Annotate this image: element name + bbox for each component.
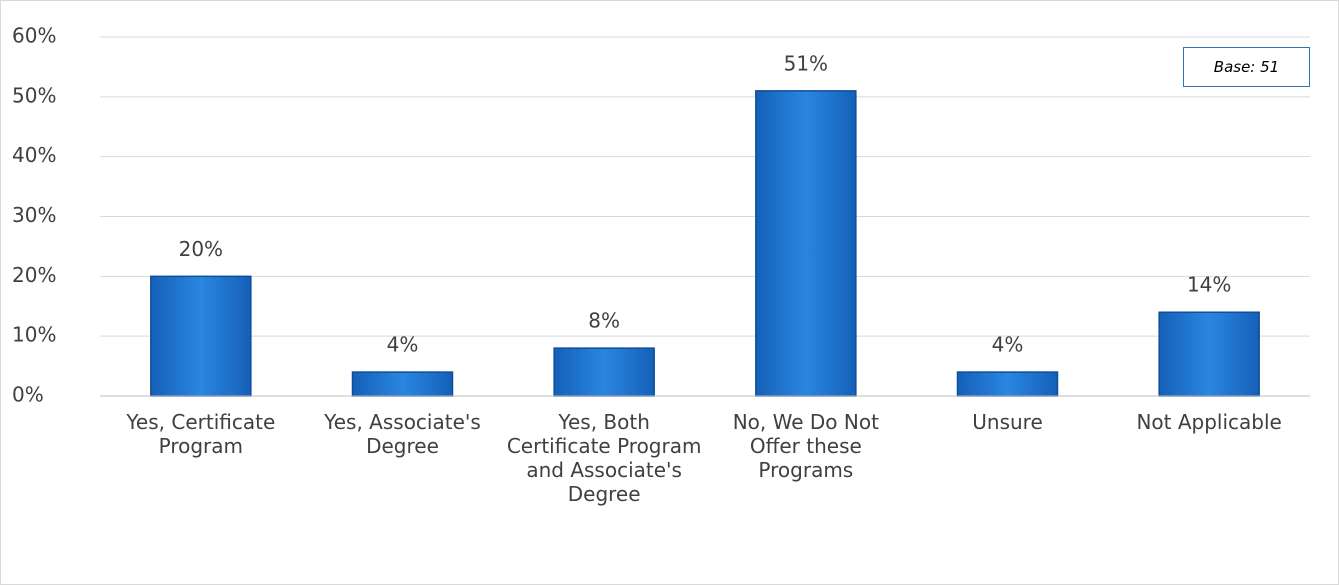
bar [150, 275, 252, 397]
base-annotation: Base: 51 [1183, 47, 1310, 87]
y-tick-label: 0% [12, 383, 44, 407]
x-tick-label: Not Applicable [1136, 410, 1282, 434]
data-label: 20% [179, 237, 223, 261]
x-tick-label: Yes, Certificate Program [126, 410, 276, 458]
x-tick-label: Yes, Both Certificate Program and Associ… [506, 410, 702, 506]
x-tick-label: Unsure [972, 410, 1043, 434]
data-label: 51% [784, 51, 828, 75]
bar [755, 90, 857, 397]
data-label: 8% [588, 309, 620, 333]
bar [1158, 311, 1260, 397]
bar [351, 371, 454, 397]
x-tick-label: No, We Do Not Offer these Programs [732, 410, 879, 482]
y-tick-label: 50% [12, 83, 56, 107]
y-tick-label: 60% [12, 24, 56, 48]
data-label: 4% [387, 333, 419, 357]
data-label: 4% [992, 333, 1024, 357]
bar [553, 347, 655, 397]
y-tick-label: 20% [12, 263, 56, 287]
data-label: 14% [1187, 273, 1231, 297]
y-tick-label: 30% [12, 203, 56, 227]
x-tick-label: Yes, Associate's Degree [324, 410, 481, 458]
y-tick-label: 40% [12, 143, 56, 167]
bar [956, 371, 1059, 397]
y-tick-label: 10% [12, 323, 56, 347]
